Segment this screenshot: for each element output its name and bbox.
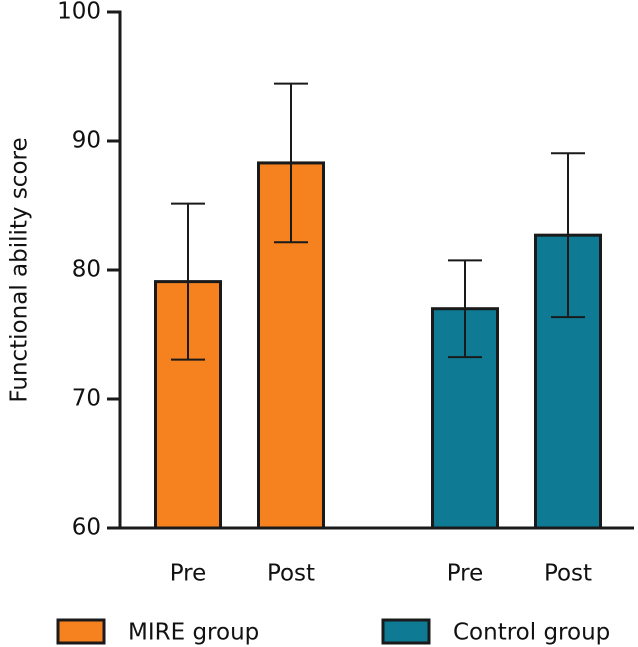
x-tick-label: Pre	[447, 561, 484, 587]
x-tick-label: Post	[544, 561, 592, 587]
error-bar	[274, 82, 308, 244]
error-bar	[551, 152, 585, 319]
y-tick-label: 80	[72, 257, 101, 283]
x-tick-label: Post	[267, 561, 315, 587]
y-axis-label: Functional ability score	[7, 137, 33, 402]
legend-label: Control group	[453, 620, 610, 646]
error-bar	[171, 202, 205, 361]
y-tick-label: 60	[72, 515, 101, 541]
y-tick-label: 90	[72, 128, 101, 154]
y-tick-label: 70	[72, 386, 101, 412]
legend-label: MIRE group	[128, 620, 259, 646]
legend-swatch	[56, 618, 106, 645]
x-tick-label: Pre	[170, 561, 207, 587]
legend-swatch	[381, 618, 431, 645]
y-tick-label: 100	[57, 0, 101, 25]
error-bar	[448, 259, 482, 359]
